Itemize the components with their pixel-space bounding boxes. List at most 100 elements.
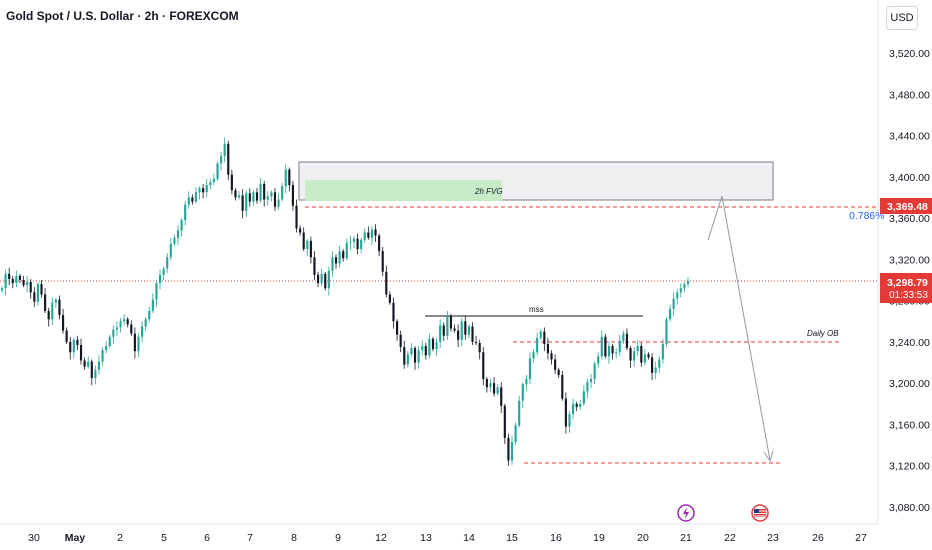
candle-body xyxy=(220,156,223,164)
candle-body xyxy=(367,232,370,238)
candle-body xyxy=(288,169,291,186)
candle-body xyxy=(58,299,61,316)
candle-body xyxy=(564,398,567,427)
candle-body xyxy=(349,241,352,243)
us-flag-event-icon[interactable] xyxy=(751,504,769,522)
price-tick-label: 3,200.00 xyxy=(889,378,930,390)
candle-body xyxy=(370,229,374,238)
candle-body xyxy=(618,340,621,353)
price-tick-label: 3,080.00 xyxy=(889,502,930,514)
candle-body xyxy=(410,348,413,355)
candle-body xyxy=(514,425,517,442)
candle-body xyxy=(112,329,115,337)
candle-body xyxy=(403,347,406,365)
candle-body xyxy=(521,384,524,401)
candle-body xyxy=(105,346,108,351)
candle-body xyxy=(643,354,646,363)
candle-body xyxy=(485,379,488,388)
candle-body xyxy=(324,273,327,289)
candle-body xyxy=(676,292,679,299)
candle-body xyxy=(507,437,510,461)
candle-body xyxy=(270,192,273,197)
candle-body xyxy=(237,195,241,198)
candle-body xyxy=(33,292,36,302)
candle-body xyxy=(22,280,25,286)
candle-body xyxy=(187,197,190,205)
level-price-text: 3,369.48 xyxy=(887,201,928,213)
price-tick-label: 3,520.00 xyxy=(889,48,930,60)
candle-body xyxy=(446,316,449,336)
candle-body xyxy=(528,358,532,380)
price-tick-label: 3,120.00 xyxy=(889,461,930,473)
candle-body xyxy=(234,190,237,198)
candle-body xyxy=(44,294,47,311)
time-tick-label: 8 xyxy=(291,532,297,544)
candle-body xyxy=(144,319,147,327)
candle-body xyxy=(338,251,341,264)
time-tick-label: 19 xyxy=(593,532,605,544)
candle-body xyxy=(169,243,172,258)
candle-body xyxy=(600,336,603,357)
candle-body xyxy=(4,273,7,289)
price-tick-label: 3,320.00 xyxy=(889,254,930,266)
candle-body xyxy=(263,184,266,200)
candle-body xyxy=(331,257,334,271)
candle-body xyxy=(636,346,639,352)
candle-body xyxy=(665,319,668,344)
candle-body xyxy=(11,278,14,284)
time-tick-label: 7 xyxy=(247,532,253,544)
candle-body xyxy=(65,330,68,342)
candle-body xyxy=(503,405,506,438)
candle-body xyxy=(342,251,345,259)
candle-body xyxy=(194,192,198,202)
candle-body xyxy=(378,235,381,252)
candle-body xyxy=(158,274,162,284)
candle-body xyxy=(554,359,557,370)
candle-body xyxy=(539,331,542,338)
candle-body xyxy=(302,232,305,250)
candle-body xyxy=(589,379,593,383)
fvg-zone[interactable] xyxy=(305,180,502,201)
candle-body xyxy=(15,275,18,284)
candle-body xyxy=(306,240,309,250)
candle-body xyxy=(166,257,169,269)
candle-body xyxy=(26,282,29,286)
candle-body xyxy=(130,324,133,334)
candle-body xyxy=(392,302,395,322)
candle-body xyxy=(69,341,72,353)
time-tick-label: 26 xyxy=(812,532,824,544)
price-tick-label: 3,240.00 xyxy=(889,337,930,349)
fvg-label: 2h FVG xyxy=(474,187,503,196)
candle-body xyxy=(647,354,650,358)
candle-body xyxy=(435,341,438,350)
candle-body xyxy=(586,382,589,392)
candle-body xyxy=(525,379,528,385)
time-tick-label: 22 xyxy=(724,532,736,544)
candle-body xyxy=(597,356,600,364)
candle-body xyxy=(284,169,287,187)
candle-body xyxy=(629,348,632,361)
candle-body xyxy=(356,238,359,250)
candle-body xyxy=(291,185,294,206)
candle-body xyxy=(245,193,248,211)
candle-body xyxy=(176,230,180,238)
candle-body xyxy=(277,199,280,207)
candle-body xyxy=(281,186,284,200)
countdown-text: 01:33:53 xyxy=(889,290,928,301)
candle-body xyxy=(202,188,205,193)
candle-body xyxy=(259,184,262,201)
candle-body xyxy=(137,336,140,352)
currency-button[interactable]: USD xyxy=(886,6,918,30)
candle-body xyxy=(471,326,474,342)
projection-path[interactable] xyxy=(707,195,774,463)
candle-body xyxy=(686,281,690,285)
candle-body xyxy=(457,330,460,340)
candle-body xyxy=(449,316,453,329)
candle-body xyxy=(360,239,363,250)
candle-body xyxy=(148,310,151,320)
lightning-event-icon[interactable] xyxy=(677,504,695,522)
candle-body xyxy=(248,193,251,202)
candle-body xyxy=(115,327,119,330)
candle-body xyxy=(173,237,176,244)
